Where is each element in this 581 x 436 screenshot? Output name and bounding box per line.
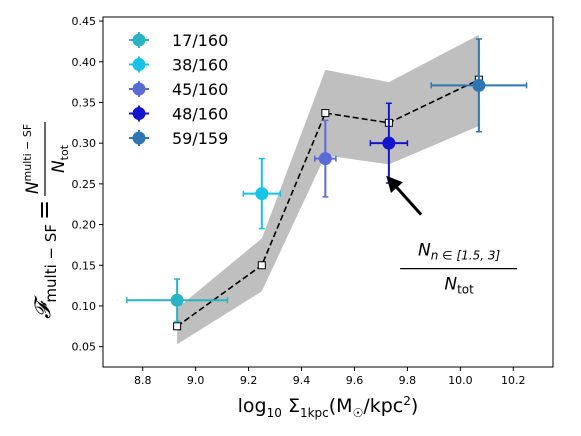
x-tick-label: 8.8 xyxy=(134,374,152,387)
x-label-sun-symbol: ☉ xyxy=(353,406,364,420)
legend-label: 48/160 xyxy=(172,105,228,124)
plot-frame xyxy=(102,16,554,368)
annotation-num-symbol: N xyxy=(418,241,431,261)
x-label-log: log xyxy=(238,395,267,417)
x-label-unit-power: 2 xyxy=(403,394,411,408)
annotation-den-subscript: tot xyxy=(457,283,474,297)
x-label-unit-close: ) xyxy=(411,395,418,417)
y-tick-label: 0.25 xyxy=(72,178,97,191)
axis-ticks-layer: 8.8 9.0 9.2 9.4 9.6 9.8 10.0 10.2 0.05 0.10 0.15 0.… xyxy=(72,15,526,387)
y-tick-label: 0.15 xyxy=(72,259,97,272)
x-label-unit-open: (M xyxy=(329,395,353,417)
y-label-numerator-subscript: multi − SF xyxy=(21,124,34,182)
legend-label: 59/159 xyxy=(172,129,228,148)
y-axis-label: 𝓕multi − SF = Nmulti − SF Ntot xyxy=(21,122,71,319)
data-point-marker xyxy=(472,78,486,92)
legend-marker xyxy=(132,131,146,145)
x-label-log-base: 10 xyxy=(267,406,282,420)
x-tick-label: 10.0 xyxy=(448,374,473,387)
x-tick-label: 9.6 xyxy=(346,374,364,387)
legend-marker xyxy=(132,82,146,96)
data-point-group xyxy=(430,38,528,133)
data-point-group xyxy=(242,157,282,230)
y-label-numerator: N xyxy=(23,181,43,194)
data-point-marker xyxy=(170,293,184,307)
svg-text:Ntot: Ntot xyxy=(49,144,71,173)
confidence-band-layer xyxy=(177,34,479,345)
legend-marker xyxy=(132,107,146,120)
y-label-denominator: N xyxy=(49,160,69,173)
legend-label: 38/160 xyxy=(172,56,228,75)
annotation-num-subscript: n ∈ [1.5, 3] xyxy=(431,249,501,263)
annotation-numerator: Nn ∈ [1.5, 3] xyxy=(418,241,500,263)
legend-label: 45/160 xyxy=(172,80,228,99)
x-label-sigma: Σ xyxy=(282,395,300,417)
data-point-group xyxy=(126,278,229,323)
reference-square-marker xyxy=(321,109,330,118)
legend: 17/160 38/160 45/160 48/160 59/159 xyxy=(129,31,228,148)
data-point-marker xyxy=(255,187,269,201)
y-tick-label: 0.20 xyxy=(72,219,97,232)
legend-marker xyxy=(132,33,146,47)
y-tick-label: 0.05 xyxy=(72,341,97,354)
x-tick-label: 9.8 xyxy=(399,374,417,387)
x-tick-label: 9.4 xyxy=(293,374,311,387)
y-label-f-subscript: multi − SF xyxy=(42,224,60,303)
svg-text:Nmulti − SF: Nmulti − SF xyxy=(21,124,43,194)
confidence-band xyxy=(177,34,479,345)
annotation: Nn ∈ [1.5, 3] Ntot xyxy=(386,175,518,297)
x-label-sigma-subscript: 1kpc xyxy=(300,406,329,420)
x-tick-label: 10.2 xyxy=(501,374,526,387)
y-tick-label: 0.30 xyxy=(72,137,97,150)
y-label-equals: = xyxy=(30,200,58,220)
annotation-denominator: Ntot xyxy=(444,275,474,297)
data-point-marker xyxy=(382,136,396,150)
annotation-arrow-line xyxy=(395,186,423,216)
data-point-group xyxy=(314,119,337,198)
x-tick-label: 9.0 xyxy=(187,374,205,387)
reference-square-marker xyxy=(257,261,266,270)
y-tick-label: 0.40 xyxy=(72,56,97,69)
svg-text:𝓕multi − SF: 𝓕multi − SF xyxy=(31,224,60,319)
reference-square-marker xyxy=(173,322,182,331)
x-label-unit-kpc: /kpc xyxy=(363,395,403,417)
annotation-arrow-head xyxy=(386,175,403,193)
data-points-layer xyxy=(126,38,528,323)
x-axis-label: log10 Σ1kpc(M☉/kpc2) xyxy=(238,394,419,420)
legend-label: 17/160 xyxy=(172,31,228,50)
annotation-den-symbol: N xyxy=(444,275,457,295)
data-point-group xyxy=(369,102,409,184)
data-point-marker xyxy=(318,152,332,166)
y-tick-label: 0.10 xyxy=(72,300,97,313)
legend-marker xyxy=(132,58,146,71)
y-label-denominator-subscript: tot xyxy=(58,144,71,160)
y-tick-label: 0.35 xyxy=(72,96,97,109)
x-tick-label: 9.2 xyxy=(240,374,258,387)
y-tick-label: 0.45 xyxy=(72,15,97,28)
